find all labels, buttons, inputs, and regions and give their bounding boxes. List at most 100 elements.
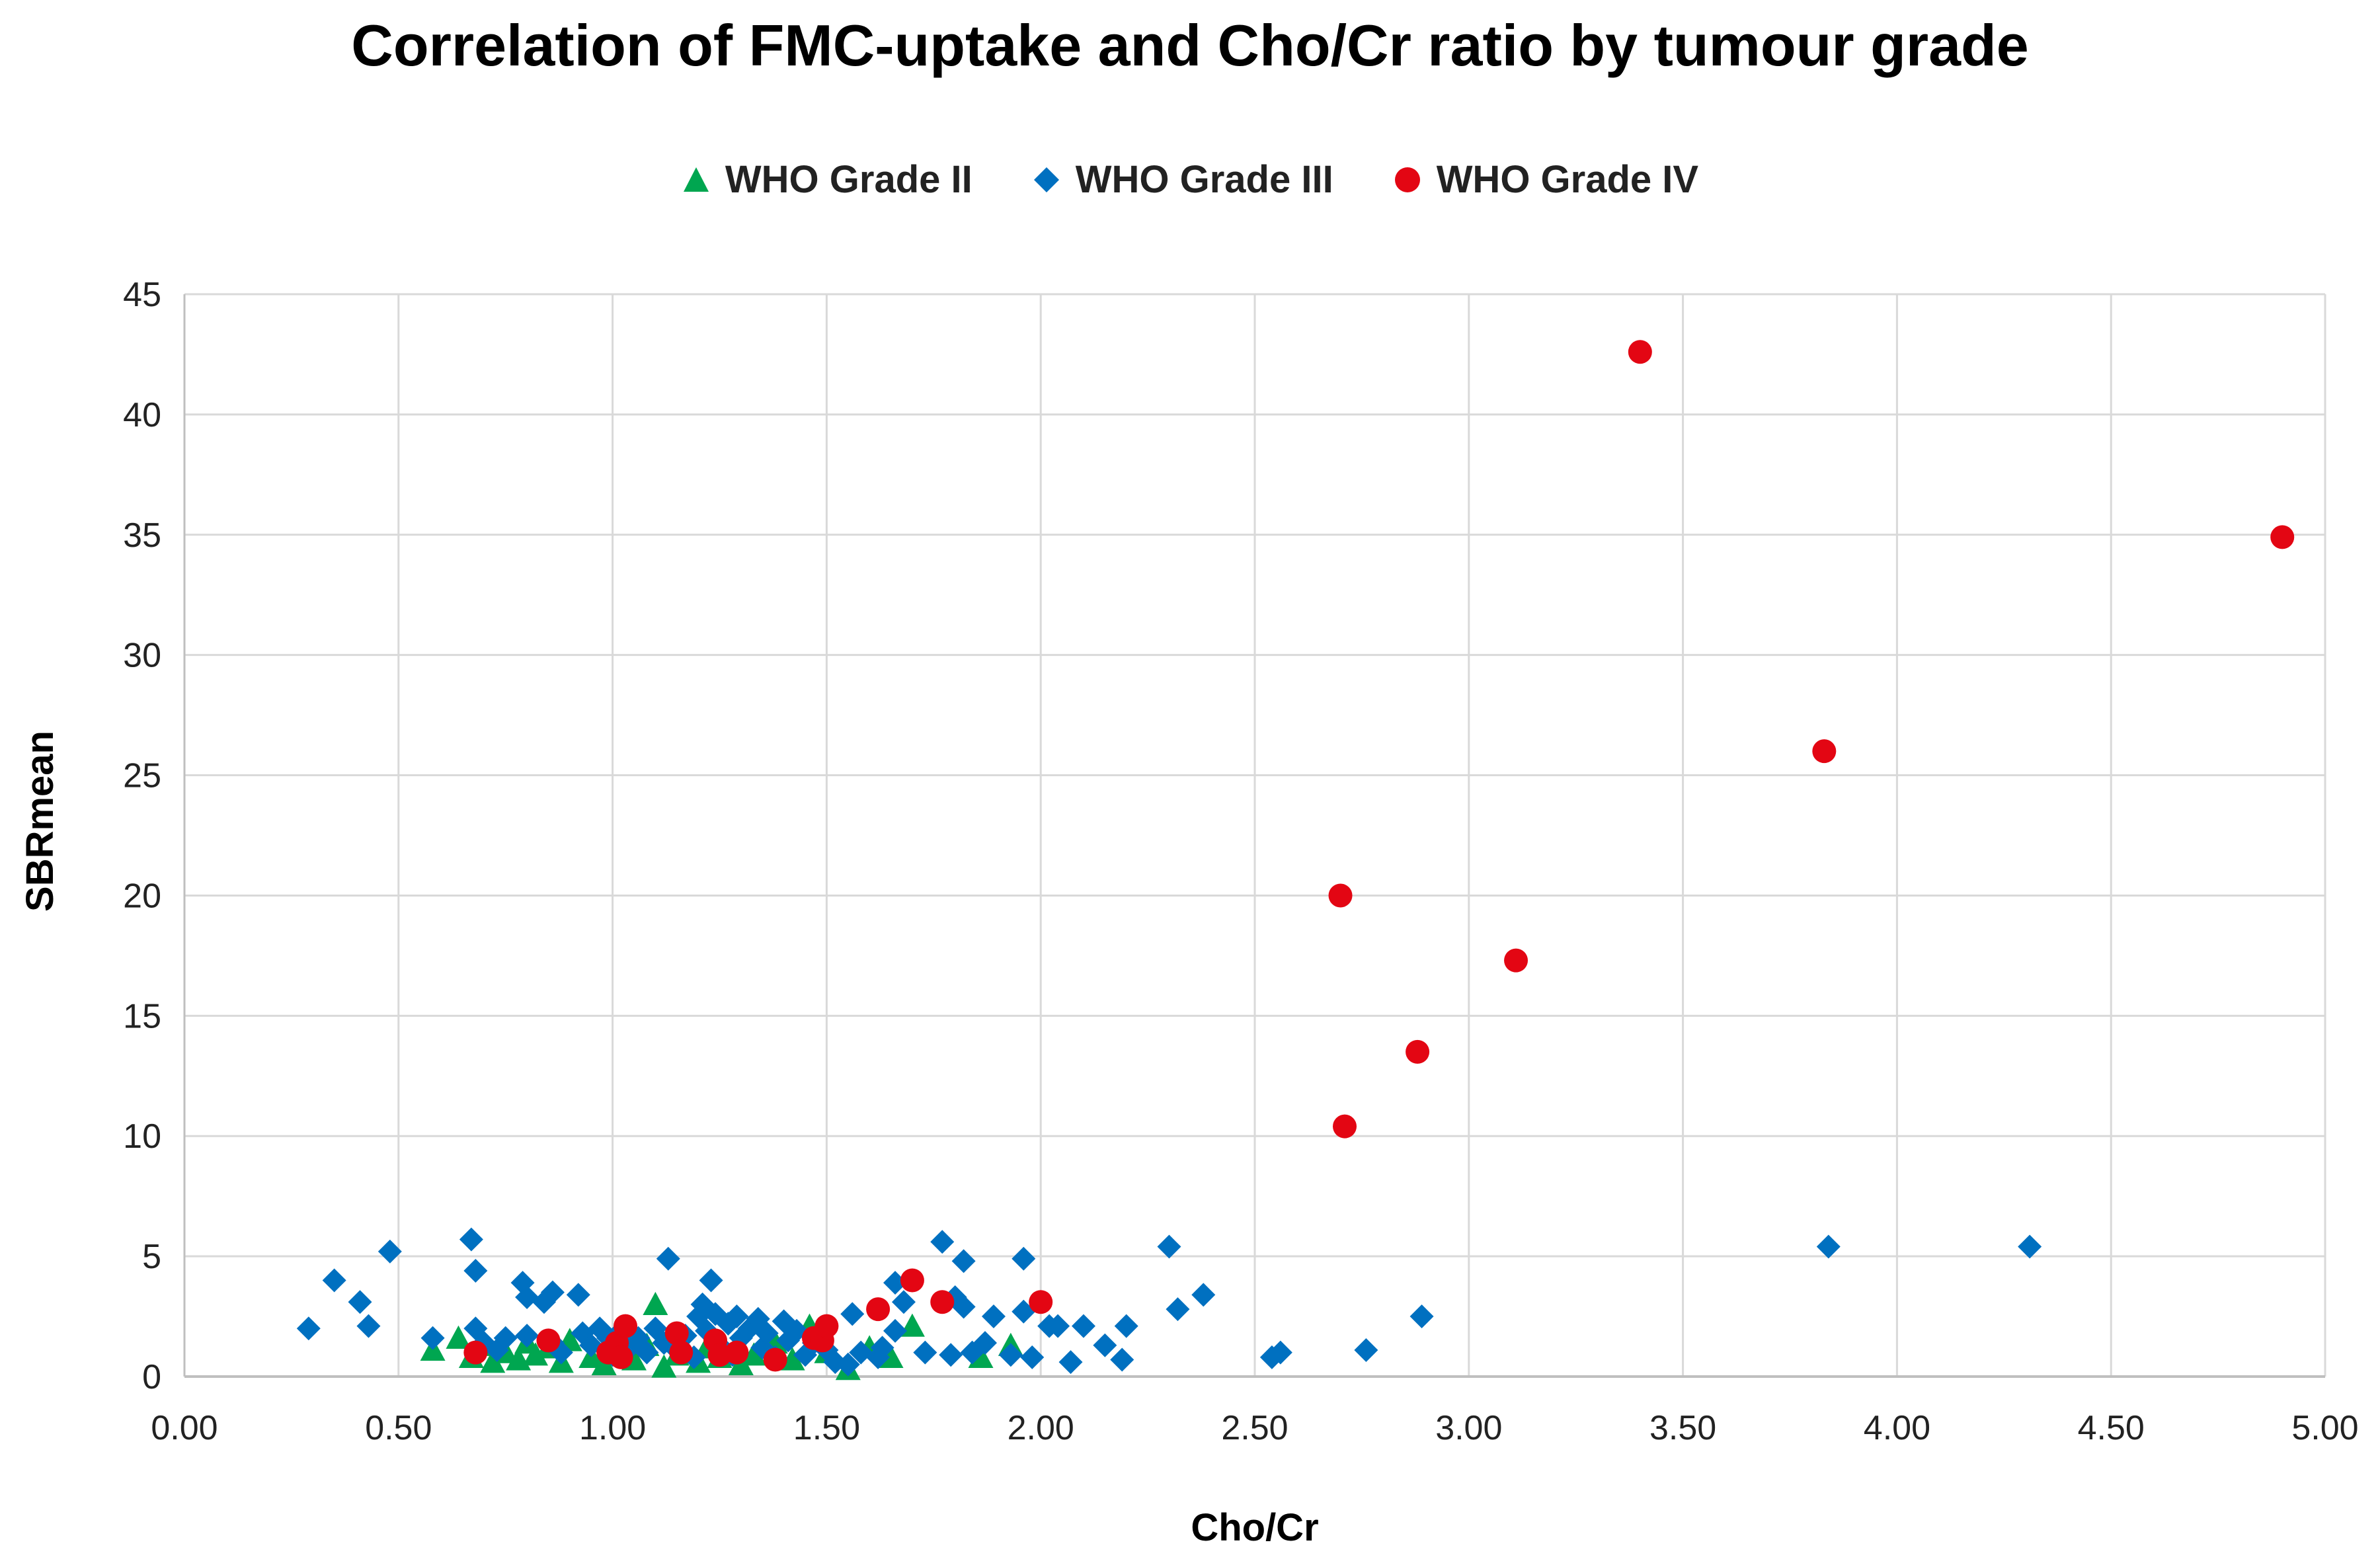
legend-item-grade-iv: WHO Grade IV	[1393, 157, 1698, 202]
grade-iii-point	[836, 1352, 860, 1377]
grade-iii-point	[1020, 1345, 1045, 1369]
grade-iii-point	[725, 1304, 749, 1329]
grade-iii-point	[1191, 1283, 1216, 1307]
grade-ii-point	[446, 1325, 471, 1349]
x-tick-label: 0.50	[365, 1409, 432, 1447]
grade-iv-point	[1628, 340, 1652, 364]
grade-iii-point	[348, 1290, 372, 1314]
y-axis-title: SBRmean	[19, 731, 61, 912]
grade-iii-point	[870, 1336, 894, 1360]
grade-iii-point	[1058, 1350, 1083, 1375]
y-tick-label: 10	[123, 1117, 161, 1156]
grade-iii-point	[981, 1304, 1006, 1329]
y-tick-label: 5	[142, 1238, 161, 1276]
y-tick-label: 0	[142, 1358, 161, 1396]
grade-iv-point	[1332, 1114, 1357, 1139]
x-tick-label: 3.50	[1649, 1409, 1716, 1447]
grade-iii-point	[1816, 1234, 1841, 1259]
y-tick-label: 40	[123, 396, 161, 434]
grade-iv-point	[614, 1314, 638, 1338]
grade-iii-point	[322, 1268, 346, 1293]
grade-iv-point	[1029, 1290, 1053, 1314]
x-tick-label: 0.00	[151, 1409, 218, 1447]
grade-iii-point	[420, 1326, 445, 1350]
grade-iii-point	[463, 1258, 488, 1283]
y-tick-label: 25	[123, 757, 161, 795]
grade-iii-point	[1268, 1340, 1292, 1365]
x-tick-label: 4.50	[2078, 1409, 2145, 1447]
axes	[183, 294, 2325, 1378]
legend-label-grade-ii: WHO Grade II	[725, 158, 972, 201]
x-axis-title: Cho/Cr	[1191, 1506, 1318, 1549]
grade-iv-point	[664, 1321, 689, 1345]
grade-iii-point	[998, 1343, 1023, 1367]
grade-ii-point	[968, 1344, 994, 1369]
grade-iii-point	[913, 1340, 937, 1365]
y-tick-label: 45	[123, 276, 161, 314]
grade-iv-point	[2270, 525, 2295, 549]
grade-iv-point	[763, 1347, 787, 1372]
grade-iii-point	[635, 1340, 659, 1365]
grade-iii-point	[540, 1280, 565, 1304]
grade-iii-point	[699, 1268, 723, 1293]
grade-iv-point	[866, 1297, 891, 1322]
grade-iii-point	[930, 1230, 955, 1254]
x-tick-label: 4.00	[1864, 1409, 1930, 1447]
y-tick-label: 30	[123, 637, 161, 675]
grade-iv-point	[609, 1345, 633, 1369]
grade-iv-point	[1504, 948, 1528, 973]
chart-title: Correlation of FMC-uptake and Cho/Cr rat…	[351, 13, 2029, 78]
grade-iii-point	[891, 1290, 916, 1314]
grade-iii-point	[1354, 1338, 1378, 1362]
grade-iii-point	[1409, 1304, 1434, 1329]
legend-label-grade-iv: WHO Grade IV	[1436, 158, 1699, 201]
x-tick-label: 2.00	[1008, 1409, 1074, 1447]
grade-iii-point	[1071, 1314, 1095, 1338]
grade-iii-point	[356, 1314, 381, 1338]
grade-iv-point	[814, 1314, 839, 1338]
x-tick-label: 5.00	[2291, 1409, 2358, 1447]
triangle-marker-icon	[683, 167, 709, 192]
legend-item-grade-iii: WHO Grade III	[1032, 157, 1333, 202]
grade-iii-point	[1157, 1234, 1181, 1259]
grade-iv-point	[930, 1290, 955, 1314]
grade-iii-point	[566, 1283, 590, 1307]
grade-iii-point	[459, 1227, 483, 1252]
x-tick-label: 2.50	[1221, 1409, 1288, 1447]
grade-iii-point	[951, 1249, 976, 1273]
grade-iii-point	[2018, 1234, 2042, 1259]
grade-ii-point	[741, 1342, 767, 1366]
grade-iii-point	[754, 1321, 779, 1345]
diamond-marker-icon	[1033, 167, 1059, 192]
data-points	[296, 340, 2295, 1381]
grade-iii-point	[973, 1331, 998, 1355]
grade-iii-point	[1166, 1297, 1190, 1322]
legend-item-grade-ii: WHO Grade II	[682, 157, 972, 202]
y-tick-label: 35	[123, 516, 161, 555]
grade-iv-point	[536, 1328, 561, 1353]
grade-iv-point	[725, 1340, 749, 1365]
grade-iv-point	[463, 1340, 488, 1365]
x-tick-label: 1.50	[793, 1409, 860, 1447]
grade-iii-point	[951, 1295, 976, 1319]
grade-iii-point	[1110, 1347, 1134, 1372]
grade-iv-point	[900, 1268, 924, 1293]
grade-iii-point	[849, 1340, 873, 1365]
grade-ii-point	[651, 1354, 677, 1378]
legend-label-grade-iii: WHO Grade III	[1075, 158, 1333, 201]
grade-iv-point	[669, 1340, 694, 1365]
grade-ii-point	[480, 1349, 506, 1373]
legend: WHO Grade II WHO Grade III WHO Grade IV	[0, 157, 2380, 202]
grade-iii-point	[840, 1302, 865, 1326]
grade-iii-point	[1093, 1333, 1117, 1357]
grade-iii-point	[377, 1239, 402, 1263]
grade-iii-point	[1012, 1246, 1036, 1271]
grade-iii-point	[296, 1316, 321, 1341]
grade-iii-point	[515, 1324, 539, 1348]
grade-iii-point	[656, 1246, 680, 1271]
grade-iii-point	[883, 1318, 908, 1343]
grade-iv-point	[1328, 883, 1353, 908]
y-tick-label: 15	[123, 997, 161, 1035]
tick-labels: 0.00 0.50 1.00 1.50 2.00 2.50 3.00 3.50 4.00 4.50…	[123, 276, 2358, 1447]
grade-ii-point	[643, 1291, 668, 1316]
